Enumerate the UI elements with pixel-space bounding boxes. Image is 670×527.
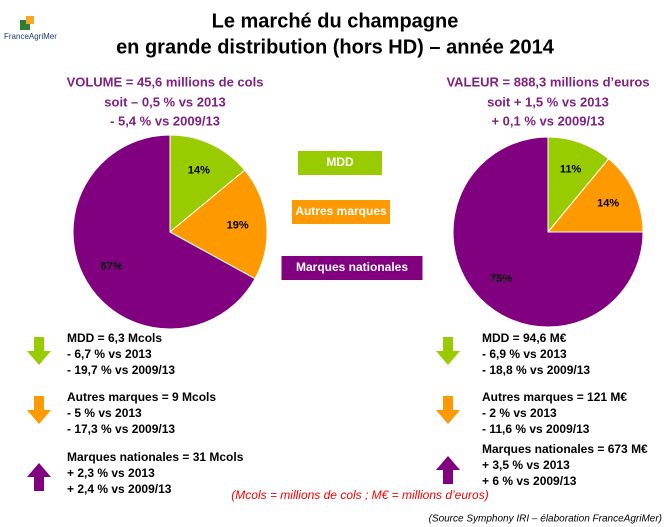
logo-icon (20, 16, 34, 30)
down-arrow (27, 337, 51, 365)
pie-slice (72, 134, 256, 330)
detail-text: - 19,7 % vs 2009/13 (67, 363, 175, 377)
detail-text: - 6,9 % vs 2013 (482, 347, 567, 361)
up-arrow (436, 456, 460, 484)
detail-text: MDD = 94,6 M€ (482, 331, 567, 345)
pie-slice (452, 136, 644, 328)
legend-label: Marques nationales (296, 260, 408, 274)
down-arrow (436, 337, 460, 365)
pie-subtitle: soit + 1,5 % vs 2013 (487, 94, 609, 109)
pie-title: VOLUME = 45,6 millions de cols (67, 74, 264, 89)
legend-label: MDD (326, 155, 354, 169)
detail-text: Marques nationales = 673 M€ (482, 442, 648, 456)
legend-box (281, 256, 423, 280)
detail-text: - 6,7 % vs 2013 (67, 347, 152, 361)
detail-text: MDD = 6,3 Mcols (67, 331, 162, 345)
detail-text: - 11,6 % vs 2009/13 (482, 422, 590, 436)
legend-label: Autres marques (295, 204, 387, 218)
down-arrow (436, 396, 460, 424)
pie-slice (169, 169, 268, 280)
slice-label: 19% (227, 220, 249, 232)
arrows (27, 337, 460, 491)
pie-slice (547, 136, 610, 234)
pie-subtitle: + 0,1 % vs 2009/13 (491, 113, 604, 128)
pie-subtitle: - 5,4 % vs 2009/13 (110, 113, 220, 128)
detail-text: Autres marques = 121 M€ (482, 390, 627, 404)
pie-slice (169, 134, 246, 234)
detail-text: Marques nationales = 31 Mcols (67, 450, 244, 464)
down-arrow (27, 396, 51, 424)
slice-label: 14% (188, 164, 210, 176)
title: Le marché du champagne (212, 10, 459, 32)
detail-text: + 2,3 % vs 2013 (67, 466, 155, 480)
up-arrow (27, 463, 51, 491)
legend-box (292, 200, 390, 224)
slice-label: 14% (597, 198, 619, 210)
slice-label: 75% (490, 273, 512, 285)
detail-text: + 6 % vs 2009/13 (482, 474, 577, 488)
detail-text: Autres marques = 9 Mcols (67, 390, 216, 404)
pie-title: VALEUR = 888,3 millions d’euros (446, 74, 649, 89)
slice-label: 11% (560, 163, 582, 175)
source: (Source Symphony IRI – élaboration Franc… (429, 514, 662, 525)
detail-text: - 2 % vs 2013 (482, 406, 557, 420)
pie-subtitle: soit – 0,5 % vs 2013 (104, 94, 225, 109)
title: en grande distribution (hors HD) – année… (116, 36, 555, 58)
detail-text: - 18,8 % vs 2009/13 (482, 363, 590, 377)
slice-label: 67% (101, 260, 123, 272)
logo-text: FranceAgriMer (4, 32, 57, 41)
detail-text: + 2,4 % vs 2009/13 (67, 482, 172, 496)
detail-text: - 17,3 % vs 2009/13 (67, 422, 175, 436)
note: (Mcols = millions de cols ; M€ = million… (231, 488, 488, 502)
detail-text: + 3,5 % vs 2013 (482, 458, 570, 472)
detail-text: - 5 % vs 2013 (67, 406, 142, 420)
legend-box (298, 151, 382, 175)
pie-slice (546, 158, 644, 233)
